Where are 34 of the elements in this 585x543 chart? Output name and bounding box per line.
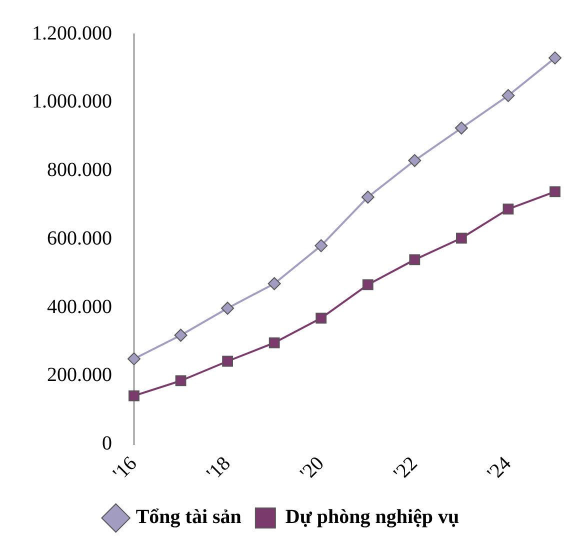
point (128, 390, 140, 402)
legend-label: Dự phòng nghiệp vụ (285, 506, 460, 528)
point (268, 337, 280, 348)
point (456, 232, 467, 244)
point (361, 190, 374, 204)
y-tick-label: 1.000.000 (32, 90, 112, 113)
point (314, 239, 328, 252)
y-tick-label: 400.000 (47, 296, 112, 318)
x-tick-label: '24 (483, 452, 516, 485)
x-tick-label: '16 (108, 452, 142, 485)
point (175, 375, 186, 386)
y-tick-label: 800.000 (47, 159, 112, 182)
point (548, 51, 562, 64)
x-tick-label: '22 (390, 452, 422, 485)
legend-label: Tổng tài sản (136, 506, 242, 528)
point (316, 312, 327, 324)
point (454, 122, 468, 135)
y-tick-label: 200.000 (47, 364, 112, 386)
point (362, 279, 374, 290)
y-tick-label: 600.000 (47, 227, 112, 250)
point (502, 204, 514, 215)
point (550, 186, 560, 198)
point (222, 356, 234, 367)
y-tick-label: 0 (102, 432, 112, 455)
point (502, 89, 515, 102)
point (174, 328, 188, 342)
x-tick-label: '20 (296, 452, 328, 485)
point (268, 277, 281, 290)
x-tick-label: '18 (202, 452, 235, 485)
point (128, 352, 140, 366)
point (409, 254, 420, 266)
point (408, 154, 422, 168)
point (221, 302, 234, 315)
y-tick-label: 1.200.000 (32, 22, 112, 44)
